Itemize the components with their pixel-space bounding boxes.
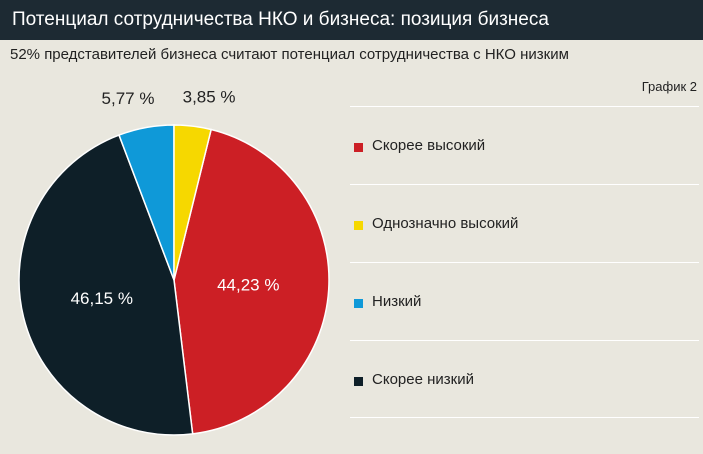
slice-value-label: 44,23 % <box>217 276 279 295</box>
legend-label: Скорее высокий <box>372 137 486 154</box>
legend-label: Низкий <box>372 293 422 310</box>
legend-swatch <box>354 377 363 386</box>
legend-item: Скорее низкий <box>350 340 699 418</box>
slice-value-label: 5,77 % <box>102 89 155 108</box>
legend-label: Скорее низкий <box>372 371 474 388</box>
legend: Скорее высокий Однозначно высокий Низкий… <box>350 106 699 418</box>
slice-odnoznachno-vysokiy <box>173 124 213 281</box>
slice-skoree-nizkiy <box>18 134 194 436</box>
legend-swatch <box>354 299 363 308</box>
slice-value-label: 46,15 % <box>71 289 133 308</box>
legend-item: Низкий <box>350 262 699 340</box>
legend-item: Скорее высокий <box>350 106 699 184</box>
chart-subtitle: 52% представителей бизнеса считают потен… <box>10 46 569 63</box>
legend-swatch <box>354 143 363 152</box>
chart-title: Потенциал сотрудничества НКО и бизнеса: … <box>0 0 703 40</box>
slice-value-label: 3,85 % <box>183 87 236 106</box>
legend-item: Однозначно высокий <box>350 184 699 262</box>
figure-label: График 2 <box>641 79 697 94</box>
slice-skoree-vysokiy <box>173 128 330 435</box>
legend-label: Однозначно высокий <box>372 215 519 232</box>
legend-swatch <box>354 221 363 230</box>
